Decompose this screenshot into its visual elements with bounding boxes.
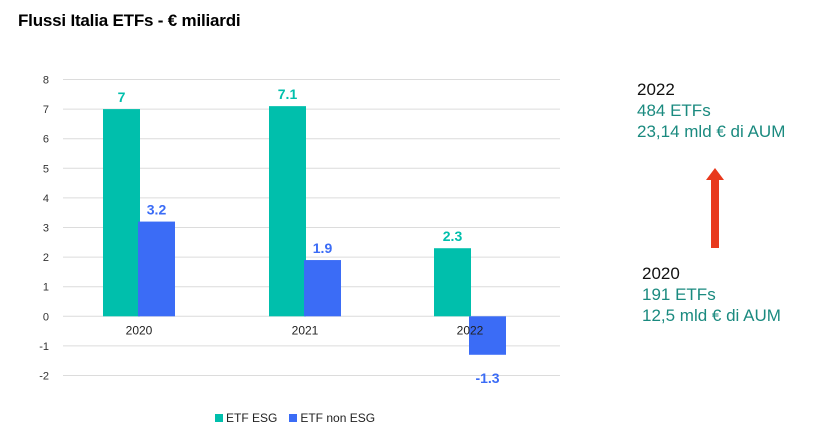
annotation-2020-year: 2020 <box>642 264 680 283</box>
x-tick-label: 2021 <box>292 323 319 337</box>
data-label: 1.9 <box>313 240 333 256</box>
legend-item-non-esg: ETF non ESG <box>289 411 375 425</box>
y-tick-label: 1 <box>43 282 49 294</box>
bar-etf-esg-2020 <box>103 109 140 317</box>
bar-etf-non-esg-2022 <box>469 316 506 355</box>
annotation-2020: 2020 191 ETFs 12,5 mld € di AUM <box>642 263 781 326</box>
x-tick-label: 2022 <box>457 323 484 337</box>
y-tick-label: 5 <box>43 163 49 175</box>
annotation-2022-year: 2022 <box>637 80 675 99</box>
annotation-2022-aum: 23,14 mld € di AUM <box>637 122 786 141</box>
legend-label-non-esg: ETF non ESG <box>300 411 376 425</box>
legend-swatch-non-esg <box>289 414 298 422</box>
data-label: 2.3 <box>443 228 463 244</box>
annotation-2022: 2022 484 ETFs 23,14 mld € di AUM <box>637 79 785 142</box>
data-label: -1.3 <box>475 370 499 386</box>
legend: ETF ESG ETF non ESG <box>215 411 387 425</box>
legend-label-esg: ETF ESG <box>226 411 278 425</box>
data-label: 7 <box>118 89 126 105</box>
chart-title: Flussi Italia ETFs - € miliardi <box>18 11 241 30</box>
y-tick-label: -2 <box>39 371 49 383</box>
legend-swatch-esg <box>215 414 223 422</box>
x-tick-label: 2020 <box>126 323 153 337</box>
annotation-2022-etf-count: 484 ETFs <box>637 101 711 120</box>
bar-etf-non-esg-2021 <box>304 260 341 317</box>
y-tick-label: 4 <box>43 193 49 205</box>
data-label: 3.2 <box>147 202 167 218</box>
bar-etf-non-esg-2020 <box>138 221 175 317</box>
annotation-2020-etf-count: 191 ETFs <box>642 285 716 304</box>
bar-etf-esg-2022 <box>434 248 471 317</box>
y-tick-label: 0 <box>43 311 49 323</box>
y-tick-label: 3 <box>43 223 49 235</box>
y-tick-label: 2 <box>43 252 49 264</box>
up-arrow-icon <box>706 168 724 248</box>
y-tick-label: -1 <box>39 341 49 353</box>
legend-item-esg: ETF ESG <box>215 411 277 425</box>
annotation-2020-aum: 12,5 mld € di AUM <box>642 306 781 325</box>
data-label: 7.1 <box>278 86 298 102</box>
bar-etf-esg-2021 <box>269 106 306 317</box>
y-tick-label: 6 <box>43 134 49 146</box>
y-tick-label: 7 <box>43 104 49 116</box>
y-tick-label: 8 <box>43 75 49 87</box>
